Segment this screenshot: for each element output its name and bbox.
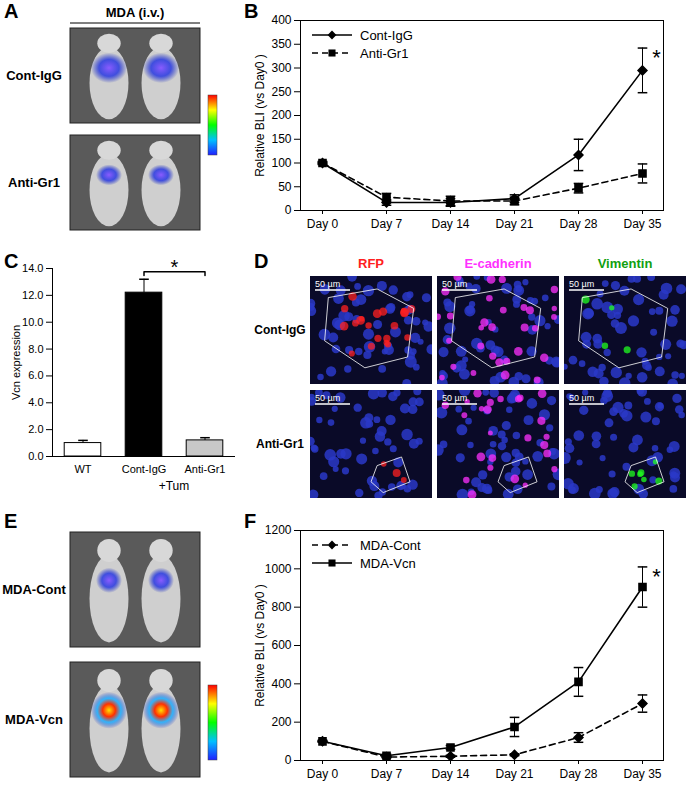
svg-text:0: 0 [285, 753, 292, 767]
svg-text:Day 0: Day 0 [307, 767, 339, 781]
svg-text:Day 21: Day 21 [495, 217, 533, 231]
svg-text:Anti-Gr1: Anti-Gr1 [8, 175, 60, 190]
svg-text:400: 400 [271, 677, 291, 691]
svg-text:Day 14: Day 14 [431, 217, 469, 231]
svg-text:Vimentin: Vimentin [598, 256, 653, 271]
svg-text:E-cadherin: E-cadherin [464, 256, 531, 271]
svg-text:Day 35: Day 35 [623, 767, 661, 781]
svg-text:Anti-Gr1: Anti-Gr1 [256, 437, 304, 451]
svg-text:Day 21: Day 21 [495, 767, 533, 781]
svg-text:600: 600 [271, 638, 291, 652]
svg-text:Cont-IgG: Cont-IgG [6, 68, 62, 83]
svg-text:800: 800 [271, 600, 291, 614]
svg-text:*: * [652, 564, 661, 589]
svg-text:RFP: RFP [358, 256, 384, 271]
svg-text:50: 50 [278, 180, 292, 194]
svg-text:50 µm: 50 µm [569, 279, 594, 289]
svg-text:Vcn expression: Vcn expression [10, 325, 22, 400]
svg-text:100: 100 [271, 156, 291, 170]
svg-text:12.0: 12.0 [22, 289, 43, 301]
html-text:MDA-Vcn: MDA-Vcn [360, 555, 416, 571]
svg-text:Day 7: Day 7 [371, 767, 403, 781]
svg-text:2.0: 2.0 [28, 423, 43, 435]
svg-text:50 µm: 50 µm [569, 393, 594, 403]
svg-text:Day 35: Day 35 [623, 217, 661, 231]
html-text:Anti-Gr1: Anti-Gr1 [360, 45, 409, 61]
html-text:C: C [4, 250, 19, 272]
svg-text:50 µm: 50 µm [315, 279, 340, 289]
svg-text:MDA (i.v.): MDA (i.v.) [106, 5, 165, 20]
svg-text:MDA-Cont: MDA-Cont [2, 582, 66, 597]
svg-text:Relative BLI (vs Day0 ): Relative BLI (vs Day0 ) [253, 584, 267, 707]
svg-text:1200: 1200 [265, 523, 292, 537]
svg-text:350: 350 [271, 37, 291, 51]
svg-text:200: 200 [271, 108, 291, 122]
html-text:Cont-IgG: Cont-IgG [360, 27, 413, 43]
svg-text:4.0: 4.0 [28, 396, 43, 408]
svg-text:50 µm: 50 µm [315, 393, 340, 403]
svg-text:300: 300 [271, 61, 291, 75]
svg-text:50 µm: 50 µm [442, 393, 467, 403]
svg-text:MDA-Vcn: MDA-Vcn [5, 712, 63, 727]
svg-text:150: 150 [271, 132, 291, 146]
svg-text:Cont-IgG: Cont-IgG [254, 323, 305, 337]
html-text:+Tum: +Tum [158, 479, 190, 493]
html-text:D: D [254, 250, 269, 272]
svg-text:400: 400 [271, 13, 291, 27]
html-text:A: A [4, 0, 19, 22]
svg-text:Cont-IgG: Cont-IgG [122, 463, 167, 475]
html-text:MDA-Cont: MDA-Cont [360, 537, 421, 553]
svg-text:0: 0 [285, 203, 292, 217]
svg-text:Day 0: Day 0 [307, 217, 339, 231]
svg-text:*: * [652, 45, 661, 70]
svg-text:Relative BLI (vs Day0 ): Relative BLI (vs Day0 ) [253, 54, 267, 177]
html-text:E: E [4, 510, 18, 532]
svg-text:Day 14: Day 14 [431, 767, 469, 781]
svg-text:Day 28: Day 28 [559, 217, 597, 231]
html-text:F: F [244, 510, 257, 532]
svg-text:8.0: 8.0 [28, 343, 43, 355]
svg-text:*: * [171, 256, 179, 278]
svg-text:14.0: 14.0 [22, 262, 43, 274]
svg-text:200: 200 [271, 715, 291, 729]
svg-text:50 µm: 50 µm [442, 279, 467, 289]
svg-text:Day 28: Day 28 [559, 767, 597, 781]
svg-text:Anti-Gr1: Anti-Gr1 [185, 463, 226, 475]
svg-text:250: 250 [271, 85, 291, 99]
svg-text:1000: 1000 [265, 562, 292, 576]
svg-text:6.0: 6.0 [28, 369, 43, 381]
svg-text:Day 7: Day 7 [371, 217, 403, 231]
html-text:B: B [244, 0, 259, 22]
svg-text:0.0: 0.0 [28, 450, 43, 462]
svg-text:WT: WT [74, 463, 91, 475]
svg-text:10.0: 10.0 [22, 316, 43, 328]
